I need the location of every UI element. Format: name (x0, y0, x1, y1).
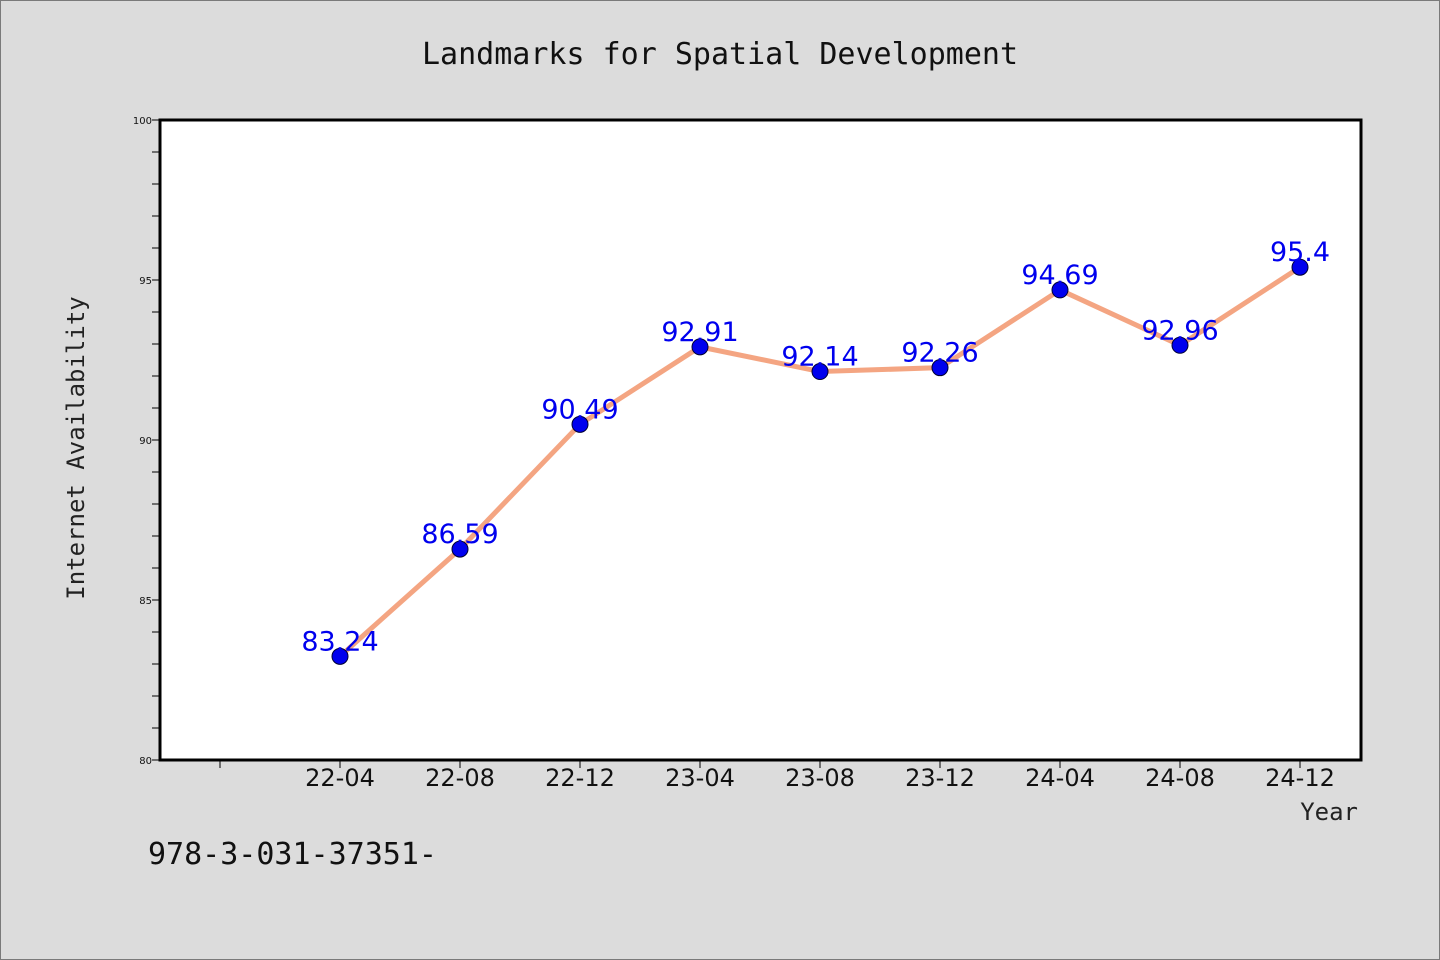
y-axis: 80 85 90 95 100 (133, 116, 160, 767)
x-tick-label: 23-12 (905, 764, 975, 792)
x-tick-label: 24-04 (1025, 764, 1095, 792)
x-tick-label: 24-08 (1145, 764, 1215, 792)
series-line-group: 83.24 86.59 90.49 92.91 92.14 92.26 94.69 92.96… (301, 237, 1330, 665)
y-tick-label: 90 (139, 436, 152, 447)
plot-area (158, 118, 1363, 762)
data-point (1171, 336, 1189, 354)
data-label: 86.59 (421, 519, 498, 550)
y-tick-label: 85 (139, 596, 152, 607)
data-point (931, 359, 949, 377)
data-label: 92.26 (901, 338, 978, 369)
data-point (331, 647, 349, 665)
data-point (571, 415, 589, 433)
data-label: 92.14 (781, 342, 858, 373)
data-label: 95.4 (1270, 237, 1330, 268)
y-tick-label: 95 (139, 276, 152, 287)
x-tick-label: 22-12 (545, 764, 615, 792)
y-axis-label: Internet Availability (62, 296, 90, 599)
data-label: 94.69 (1021, 260, 1098, 291)
data-label: 92.96 (1141, 315, 1218, 346)
x-tick-label: 22-04 (305, 764, 375, 792)
data-label: 90.49 (541, 394, 618, 425)
y-tick-label: 100 (133, 116, 152, 127)
data-point (811, 363, 829, 381)
data-label: 92.91 (661, 317, 738, 348)
y-tick-label: 80 (139, 756, 152, 767)
data-label: 83.24 (301, 626, 378, 657)
x-axis: 22-04 22-08 22-12 23-04 23-08 23-12 24-04 24-08… (219, 760, 1335, 792)
isbn-text: 978-3-031-37351- (148, 837, 437, 872)
x-tick-label: 22-08 (425, 764, 495, 792)
chart-title: Landmarks for Spatial Development (422, 37, 1018, 72)
x-axis-label: Year (1300, 798, 1358, 826)
data-point (451, 540, 469, 558)
x-tick-label: 24-12 (1265, 764, 1335, 792)
data-point (1291, 258, 1309, 276)
data-point (691, 338, 709, 356)
x-tick-label: 23-08 (785, 764, 855, 792)
data-point (1051, 281, 1069, 299)
x-tick-label: 23-04 (665, 764, 735, 792)
